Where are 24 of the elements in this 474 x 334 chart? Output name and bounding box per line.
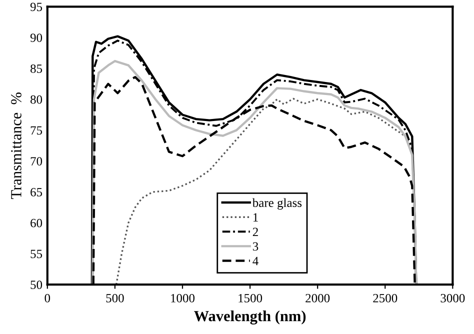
x-tick-label: 1000	[171, 294, 195, 302]
y-tick-label: 80	[30, 95, 42, 104]
y-tick-label: 95	[30, 2, 42, 12]
y-tick-label: 55	[30, 250, 42, 258]
x-tick-label: 3000	[440, 294, 465, 302]
y-tick-label: 50	[30, 280, 42, 290]
y-tick-label: 70	[30, 157, 42, 166]
y-tick-label: 60	[30, 218, 42, 228]
legend-label: 3	[252, 242, 258, 251]
y-tick-label: 65	[30, 188, 42, 196]
y-tick-label: 90	[30, 34, 42, 42]
x-tick-label: 0	[44, 294, 50, 302]
legend-label: 1	[253, 213, 258, 222]
x-tick-label: 500	[106, 294, 124, 302]
x-axis-title: Wavelength (nm)	[194, 310, 306, 324]
y-tick-label: 75	[30, 126, 42, 135]
x-tick-label: 2500	[373, 294, 398, 302]
legend-label: bare glass	[252, 198, 302, 210]
y-tick-label: 85	[30, 64, 42, 73]
x-tick-label: 1500	[238, 294, 262, 302]
y-axis-title: Transmittance %	[11, 92, 22, 199]
legend-label: 4	[252, 256, 258, 266]
x-tick-label: 2000	[306, 294, 330, 302]
legend-label: 2	[252, 228, 258, 236]
